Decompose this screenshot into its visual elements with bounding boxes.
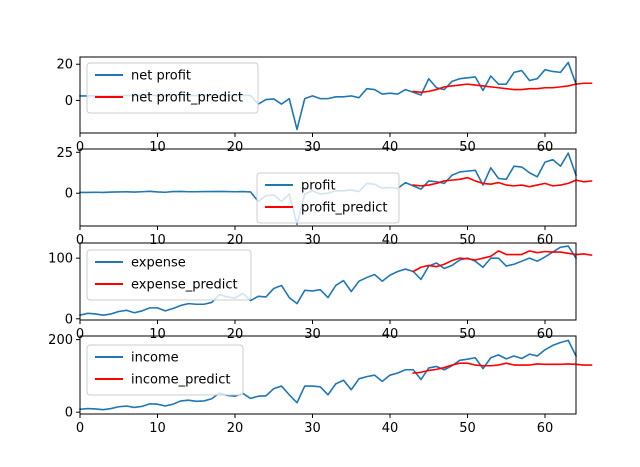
x-tick-label: 40 [382, 421, 399, 436]
y-tick-label: 200 [48, 333, 73, 348]
y-tick-label: 0 [65, 312, 73, 327]
x-tick-label: 0 [76, 327, 84, 342]
x-tick-label: 30 [304, 327, 321, 342]
y-tick-label: 0 [65, 406, 73, 421]
x-tick-label: 50 [459, 421, 476, 436]
legend: income income_predict [86, 344, 244, 396]
x-tick-label: 50 [459, 233, 476, 248]
y-tick-label: 0 [65, 94, 73, 109]
x-tick-label: 30 [304, 421, 321, 436]
x-tick-label: 10 [149, 140, 166, 155]
legend-entry: expense [131, 256, 186, 271]
x-tick-label: 60 [537, 327, 554, 342]
x-tick-label: 60 [537, 421, 554, 436]
x-tick-label: 60 [537, 233, 554, 248]
axes-frame [79, 242, 577, 321]
y-tick-label: 25 [56, 146, 73, 161]
axes-frame [79, 56, 577, 134]
axes-frame [79, 335, 577, 415]
legend-box [86, 62, 259, 114]
x-tick-label: 20 [227, 327, 244, 342]
subplot-4: 0 10 20 30 40 50 60 0 200 income income_predict [48, 333, 593, 436]
subplot-1: 0 10 20 30 40 50 60 0 20 net profit net profit_pre… [56, 56, 593, 155]
x-tick-label: 20 [227, 140, 244, 155]
x-tick-label: 30 [304, 233, 321, 248]
x-tick-label: 10 [149, 327, 166, 342]
x-tick-label: 50 [459, 140, 476, 155]
series-line-income [79, 339, 578, 411]
legend-entry: profit [301, 179, 336, 194]
legend-box [86, 344, 244, 396]
legend: expense expense_predict [86, 249, 252, 301]
legend-box [86, 249, 252, 301]
legend: profit profit_predict [256, 172, 400, 224]
legend: net profit net profit_predict [86, 62, 259, 114]
y-tick-label: 0 [65, 187, 73, 202]
x-tick-label: 0 [76, 421, 84, 436]
series-line-expense [79, 245, 578, 317]
legend-entry: net profit_predict [131, 91, 243, 106]
x-tick-label: 40 [382, 140, 399, 155]
x-tick-label: 10 [149, 233, 166, 248]
legend-entry: expense_predict [131, 278, 238, 293]
series-line-net-profit-predict [412, 82, 593, 94]
y-tick-label: 100 [48, 252, 73, 267]
x-tick-label: 40 [382, 327, 399, 342]
series-line-income-predict [412, 362, 593, 374]
legend-entry: income [131, 351, 179, 366]
legend-entry: income_predict [131, 373, 231, 388]
x-tick-label: 0 [76, 233, 84, 248]
x-tick-label: 40 [382, 233, 399, 248]
legend-entry: net profit [131, 69, 191, 84]
x-tick-label: 30 [304, 140, 321, 155]
series-line-expense-predict [412, 250, 593, 273]
subplot-3: 0 10 20 30 40 50 60 0 100 expense expense_predict [48, 242, 593, 342]
x-tick-label: 10 [149, 421, 166, 436]
series-line-profit-predict [412, 176, 593, 188]
x-tick-label: 20 [227, 233, 244, 248]
x-tick-label: 50 [459, 327, 476, 342]
legend-entry: profit_predict [301, 201, 387, 216]
x-tick-label: 60 [537, 140, 554, 155]
axes-frame [79, 148, 577, 227]
x-tick-label: 20 [227, 421, 244, 436]
y-tick-label: 20 [56, 58, 73, 73]
subplot-2: 0 10 20 30 40 50 60 0 25 profit profit_predict [56, 146, 593, 248]
x-tick-label: 0 [76, 140, 84, 155]
